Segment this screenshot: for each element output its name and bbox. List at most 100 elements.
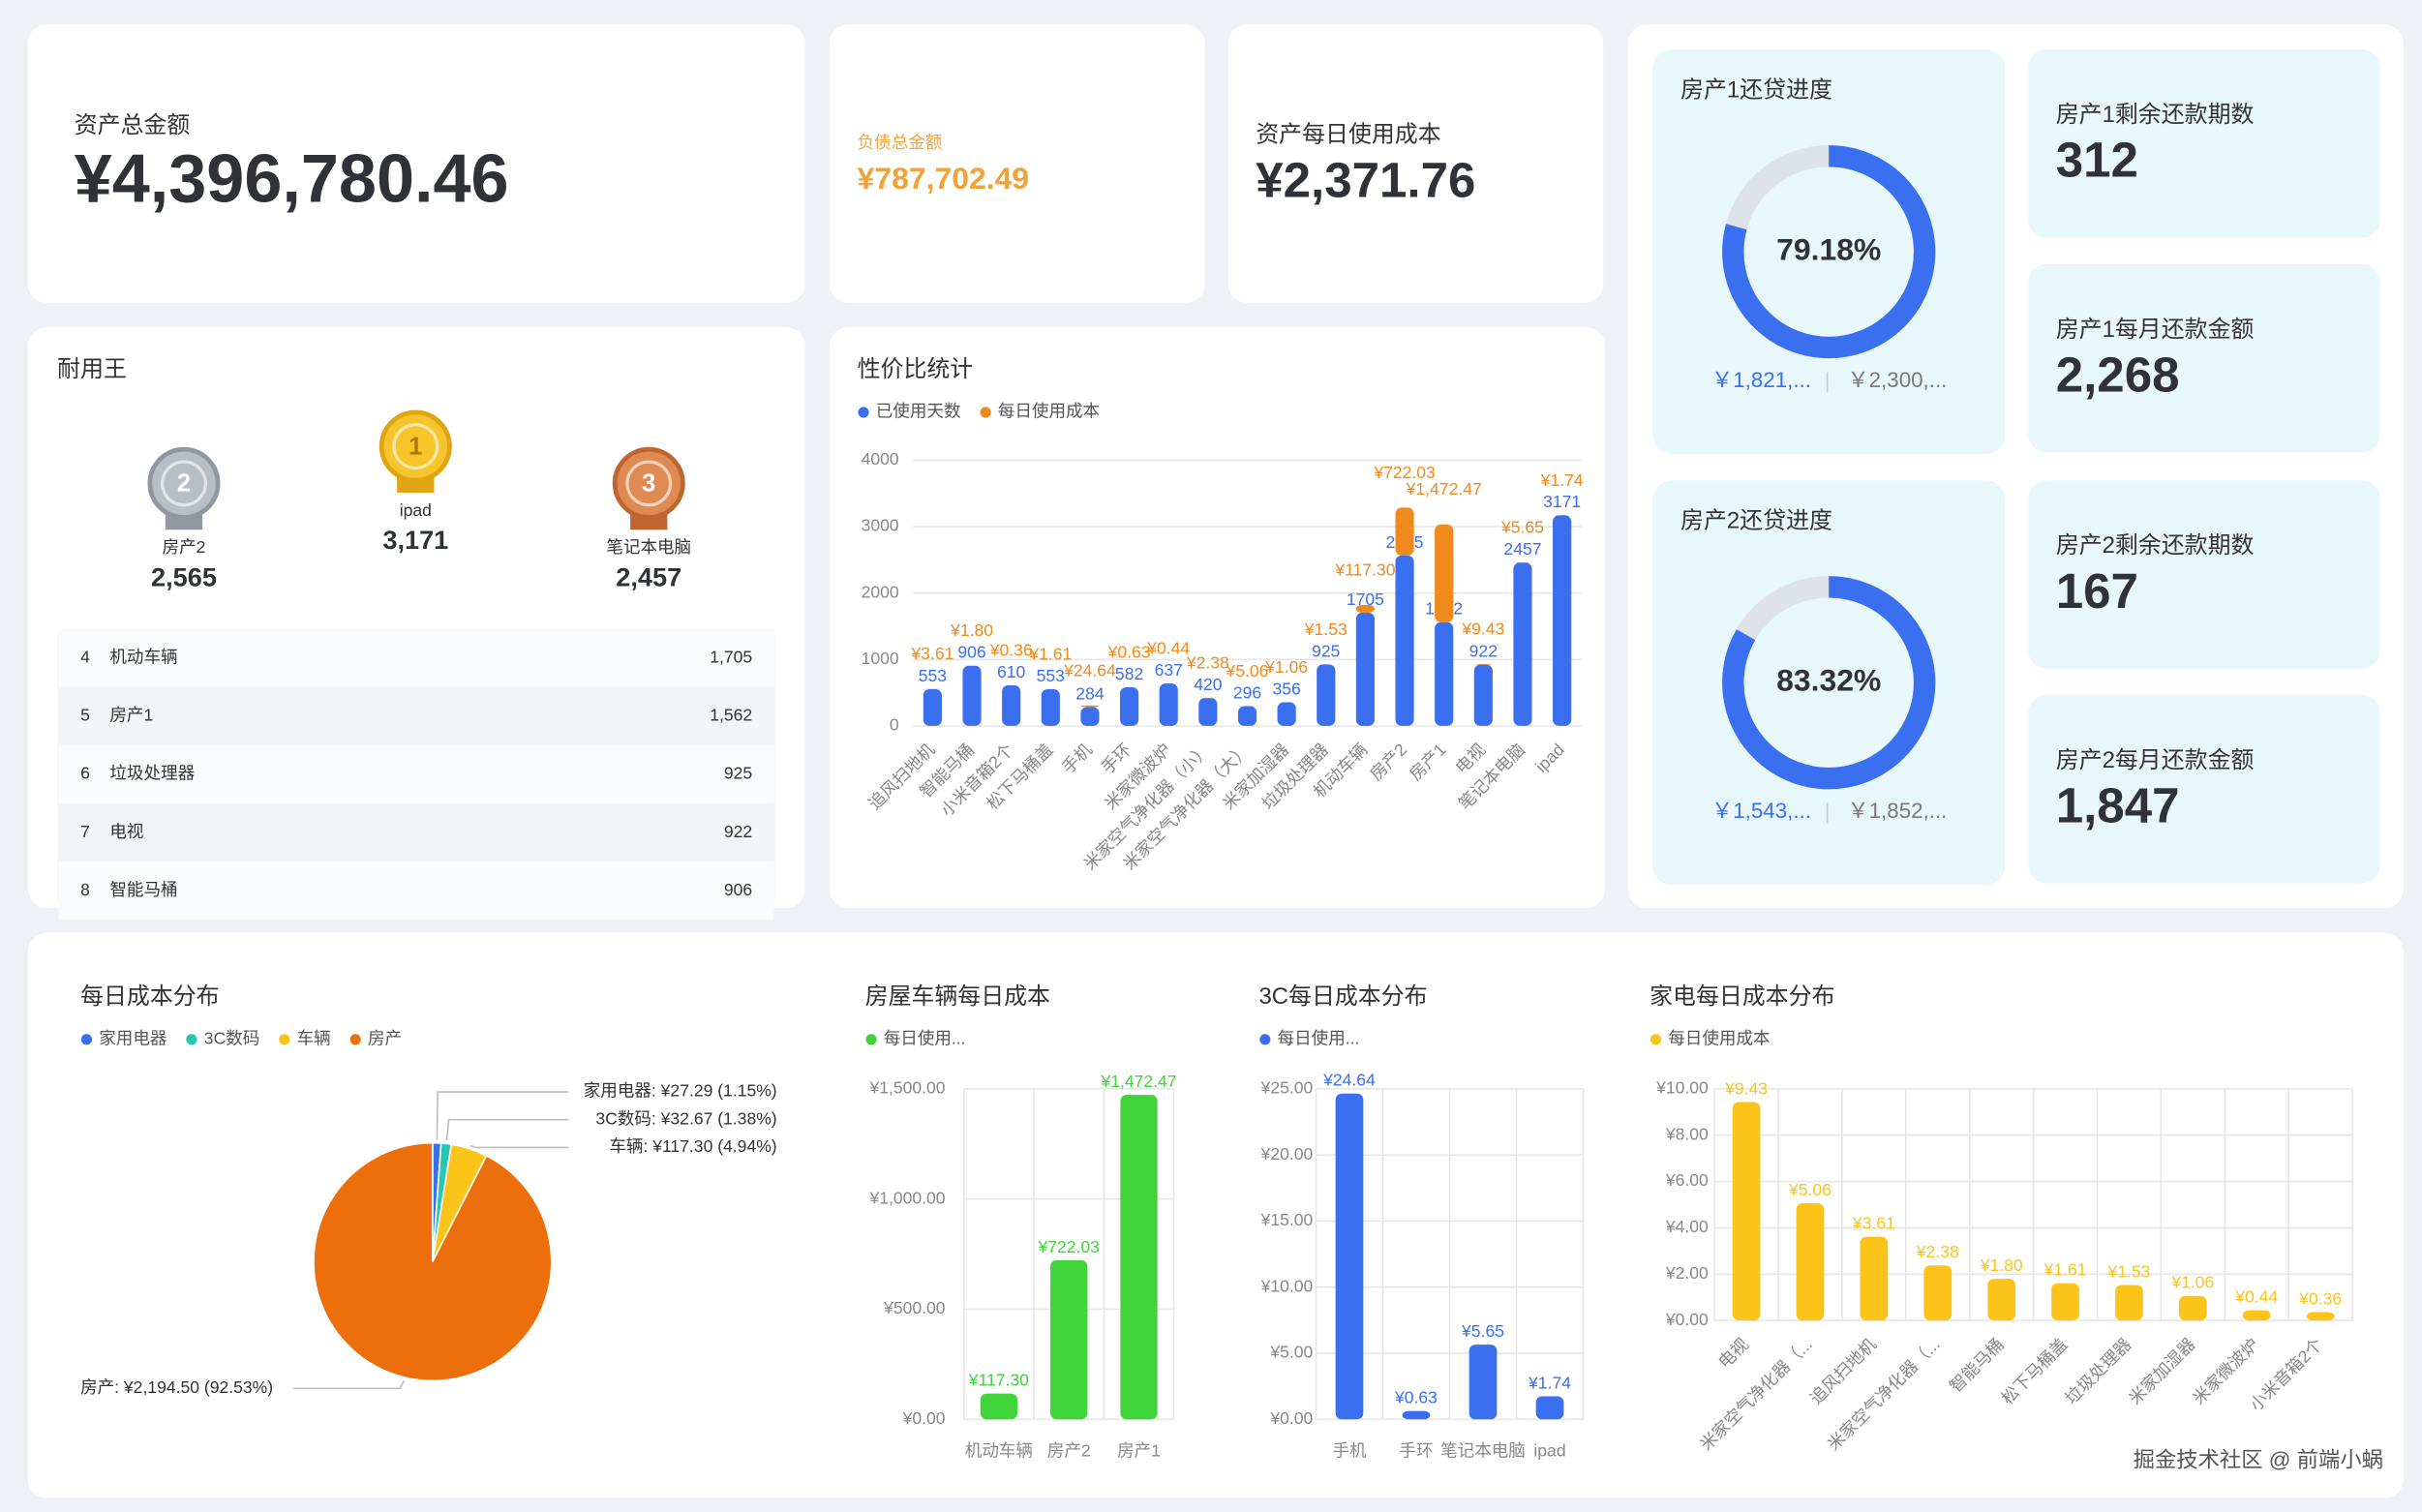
y-tick-label: ¥6.00 <box>1665 1170 1709 1190</box>
bar <box>1395 507 1414 556</box>
legend-label: 每日使用成本 <box>998 402 1100 421</box>
value-label: ¥0.36 <box>989 641 1033 660</box>
slice-label: 3C数码: ¥32.67 (1.38%) <box>595 1108 776 1128</box>
value-label: ¥1.53 <box>2106 1261 2150 1281</box>
podium-name: 房产2 <box>163 537 206 557</box>
daily-cost-label: 资产每日使用成本 <box>1256 122 1440 148</box>
bar <box>1535 1396 1564 1420</box>
assets-value: ¥4,396,780.46 <box>75 139 509 216</box>
bar <box>1335 1093 1364 1420</box>
value-label: ¥722.03 <box>1037 1237 1099 1256</box>
bar <box>2178 1295 2207 1321</box>
leader-line <box>469 1144 569 1149</box>
loan-title: 房产2还贷进度 <box>1680 508 1832 534</box>
leader-line <box>293 1379 406 1390</box>
rank: 7 <box>80 822 90 841</box>
y-tick-label: ¥15.00 <box>1260 1210 1314 1229</box>
value-label: ¥24.64 <box>1063 660 1116 680</box>
podium-value: 2,565 <box>151 561 217 591</box>
item-name: 智能马桶 <box>109 880 177 899</box>
y-tick-label: ¥1,500.00 <box>869 1077 946 1097</box>
value-label: 637 <box>1155 660 1183 680</box>
bar <box>1395 555 1414 726</box>
bar <box>1355 604 1375 613</box>
x-tick-label: 手环 <box>1399 1440 1433 1460</box>
value-label: 922 <box>1469 642 1498 661</box>
legend-marker <box>279 1034 290 1045</box>
value-label: 356 <box>1272 679 1300 698</box>
value-label: ¥722.03 <box>1373 463 1435 482</box>
value-label: 553 <box>1037 666 1065 685</box>
value-label: ¥1.74 <box>1528 1373 1571 1392</box>
value-label: ¥1.61 <box>2044 1260 2087 1280</box>
stat-value: 312 <box>2056 133 2138 188</box>
x-tick-label: 房产1 <box>1117 1440 1161 1460</box>
paid-amount: ￥1,543,... <box>1711 799 1811 823</box>
legend-label: 车辆 <box>297 1028 331 1047</box>
bar <box>1435 524 1454 622</box>
value-label: ¥117.30 <box>1334 559 1395 579</box>
value-label: 553 <box>919 666 947 685</box>
rank: 8 <box>80 880 90 899</box>
medal-rank: 3 <box>642 470 655 498</box>
value-label: ¥117.30 <box>968 1370 1029 1389</box>
y-tick-label: 3000 <box>862 516 899 535</box>
y-tick-label: ¥8.00 <box>1665 1124 1709 1143</box>
bar <box>980 1393 1018 1420</box>
bar <box>1987 1279 2016 1321</box>
value-label: 610 <box>997 662 1026 681</box>
stat-value: 2,268 <box>2056 347 2180 402</box>
value-label: 2457 <box>1503 539 1541 559</box>
stat-label: 房产1剩余还款期数 <box>2056 102 2255 128</box>
value-label: ¥5.65 <box>1500 517 1544 536</box>
legend-label: 每日使用成本 <box>1668 1028 1770 1047</box>
y-tick-label: ¥10.00 <box>1655 1077 1709 1097</box>
bar <box>2242 1310 2271 1321</box>
value-label: ¥1.80 <box>950 620 993 640</box>
legend-label: 家用电器 <box>99 1028 167 1047</box>
slice-label: 家用电器: ¥27.29 (1.15%) <box>584 1081 777 1101</box>
value-label: ¥2.38 <box>1186 652 1229 672</box>
bar <box>1732 1102 1761 1321</box>
value-label: ¥0.44 <box>2234 1287 2278 1307</box>
assets-label: 资产总金额 <box>75 112 191 138</box>
value-label: ¥0.44 <box>1146 639 1190 658</box>
bar <box>2051 1283 2079 1321</box>
legend-marker <box>865 1034 877 1045</box>
assets-card <box>27 24 805 303</box>
value-label: ¥1.80 <box>1980 1255 2023 1275</box>
legend-label: 每日使用... <box>1278 1028 1360 1047</box>
value-label: ¥1,472.47 <box>1101 1072 1177 1091</box>
podium-name: 笔记本电脑 <box>606 537 691 557</box>
legend-marker <box>349 1034 361 1045</box>
bar <box>1002 685 1021 726</box>
liabilities-value: ¥787,702.49 <box>858 161 1029 196</box>
ranking-row <box>58 802 774 862</box>
bar <box>1553 515 1572 726</box>
bar <box>1317 664 1336 726</box>
stat-value: 167 <box>2056 563 2138 619</box>
y-tick-label: ¥1,000.00 <box>869 1188 946 1207</box>
leader-line <box>445 1118 569 1141</box>
y-tick-label: 2000 <box>862 582 899 601</box>
value-label: 582 <box>1115 664 1143 683</box>
value-label: ¥1.06 <box>2170 1273 2214 1292</box>
ranking-row <box>58 686 774 745</box>
ranking-row <box>58 744 774 803</box>
item-days: 925 <box>724 764 753 783</box>
bar <box>1080 705 1100 708</box>
legend-label: 房产 <box>368 1028 402 1047</box>
chart-title: 性价比统计 <box>858 356 974 382</box>
y-tick-label: 0 <box>890 715 899 735</box>
value-label: 906 <box>957 643 985 662</box>
liabilities-label: 负债总金额 <box>858 133 943 152</box>
medal-rank: 2 <box>177 470 191 498</box>
bar <box>1120 686 1139 726</box>
progress-label: 79.18% <box>1776 231 1881 266</box>
bar <box>1473 663 1493 665</box>
y-tick-label: ¥10.00 <box>1260 1276 1314 1295</box>
slice-label: 房产: ¥2,194.50 (92.53%) <box>80 1377 273 1397</box>
stat-label: 房产1每月还款金额 <box>2056 317 2255 343</box>
chart-title: 家电每日成本分布 <box>1650 983 1834 1010</box>
stat-card <box>2028 480 2380 669</box>
